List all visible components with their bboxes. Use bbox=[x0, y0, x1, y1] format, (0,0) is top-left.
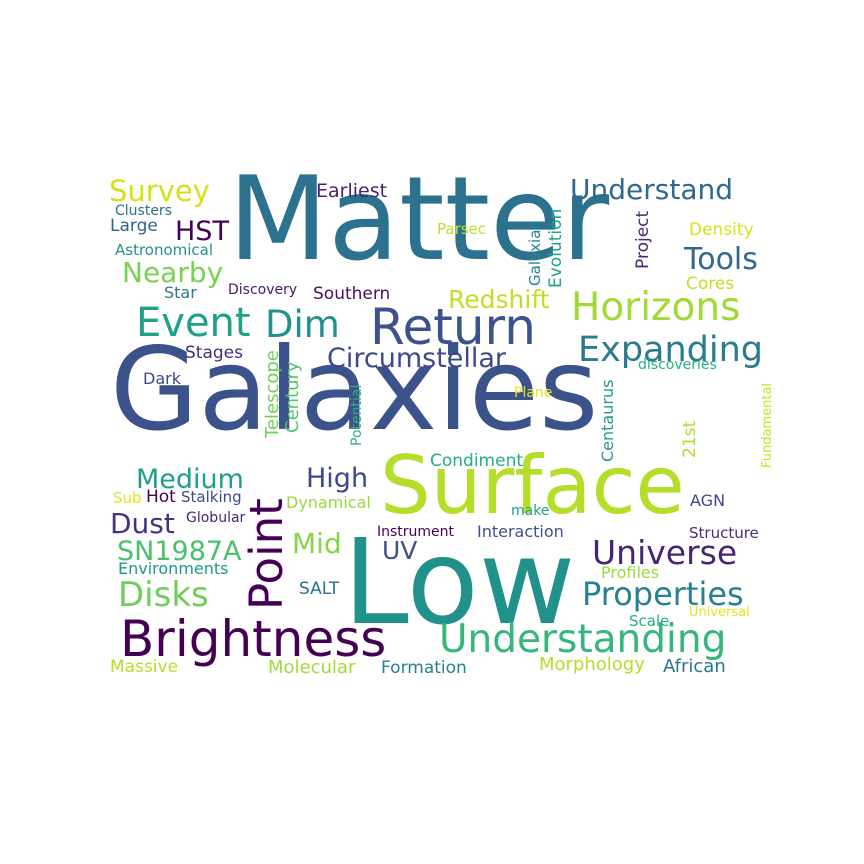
word-dynamical: Dynamical bbox=[286, 493, 371, 512]
word-agn: AGN bbox=[690, 491, 726, 510]
word-expanding: Expanding bbox=[578, 330, 764, 370]
word-massive: Massive bbox=[110, 657, 179, 677]
word-globular: Globular bbox=[186, 510, 246, 526]
word-dark: Dark bbox=[143, 369, 181, 388]
word-earliest: Earliest bbox=[316, 180, 388, 202]
word-environments: Environments bbox=[118, 559, 229, 578]
word-discoveries: discoveries bbox=[638, 357, 717, 373]
word-return: Return bbox=[370, 298, 536, 356]
word-mid: Mid bbox=[292, 527, 342, 560]
word-astronomical: Astronomical bbox=[115, 241, 214, 259]
word-survey: Survey bbox=[109, 174, 210, 208]
word-star: Star bbox=[164, 283, 197, 302]
word-nearby: Nearby bbox=[122, 256, 224, 289]
word-high: High bbox=[306, 463, 369, 494]
word-21st: 21st bbox=[680, 420, 700, 458]
word-matter: Matter bbox=[228, 152, 610, 287]
word-discovery: Discovery bbox=[228, 282, 298, 298]
word-profiles: Profiles bbox=[601, 563, 660, 582]
word-structure: Structure bbox=[689, 524, 759, 542]
word-galaxian: Galaxian bbox=[526, 220, 544, 286]
word-instrument: Instrument bbox=[377, 524, 455, 540]
word-large: Large bbox=[110, 216, 158, 236]
word-evolution: Evolution bbox=[546, 208, 566, 288]
word-density: Density bbox=[689, 220, 754, 240]
word-make: make bbox=[511, 503, 550, 519]
word-understand: Understand bbox=[570, 173, 733, 206]
word-sn1987a: SN1987A bbox=[117, 536, 242, 567]
word-properties: Properties bbox=[582, 575, 744, 613]
word-southern: Southern bbox=[313, 284, 391, 304]
word-hst: HST bbox=[175, 216, 229, 247]
word-stages: Stages bbox=[185, 343, 243, 363]
word-dim: Dim bbox=[265, 303, 340, 346]
word-stalking: Stalking bbox=[181, 488, 242, 506]
word-universal: Universal bbox=[689, 605, 750, 620]
word-surface: Surface bbox=[380, 439, 685, 532]
word-telescope: Telescope bbox=[262, 350, 283, 438]
word-disks: Disks bbox=[118, 575, 209, 615]
word-dust: Dust bbox=[110, 507, 175, 540]
word-cores: Cores bbox=[686, 274, 735, 294]
word-parsec: Parsec bbox=[437, 220, 487, 238]
word-medium: Medium bbox=[136, 464, 244, 495]
word-potential: Potential bbox=[349, 384, 365, 446]
word-point: Point bbox=[240, 498, 293, 610]
word-low: Low bbox=[343, 513, 576, 651]
word-scale: Scale bbox=[629, 612, 670, 630]
word-molecular: Molecular bbox=[268, 657, 356, 678]
word-redshift: Redshift bbox=[448, 285, 550, 314]
word-event: Event bbox=[136, 300, 251, 346]
word-brightness: Brightness bbox=[120, 610, 387, 668]
word-circumstellar: Circumstellar bbox=[327, 343, 507, 374]
word-african: African bbox=[663, 656, 726, 677]
word-condiment: Condiment bbox=[430, 451, 524, 471]
word-galaxies: Galaxies bbox=[110, 323, 599, 456]
word-universe: Universe bbox=[592, 533, 738, 572]
word-uv: UV bbox=[382, 536, 418, 565]
word-century: Century bbox=[282, 361, 303, 433]
word-salt: SALT bbox=[299, 579, 340, 599]
word-formation: Formation bbox=[381, 658, 467, 678]
word-project: Project bbox=[633, 210, 653, 269]
word-tools: Tools bbox=[684, 242, 758, 277]
word-clusters: Clusters bbox=[115, 203, 172, 219]
word-understanding: Understanding bbox=[439, 617, 727, 662]
word-sub: Sub bbox=[113, 489, 142, 507]
word-interaction: Interaction bbox=[477, 522, 564, 541]
word-plane: Plane bbox=[514, 385, 553, 401]
word-fundamental: Fundamental bbox=[760, 382, 775, 468]
word-centaurus: Centaurus bbox=[598, 379, 617, 462]
word-horizons: Horizons bbox=[571, 285, 741, 330]
word-hot: Hot bbox=[146, 487, 176, 507]
word-morphology: Morphology bbox=[539, 654, 645, 675]
